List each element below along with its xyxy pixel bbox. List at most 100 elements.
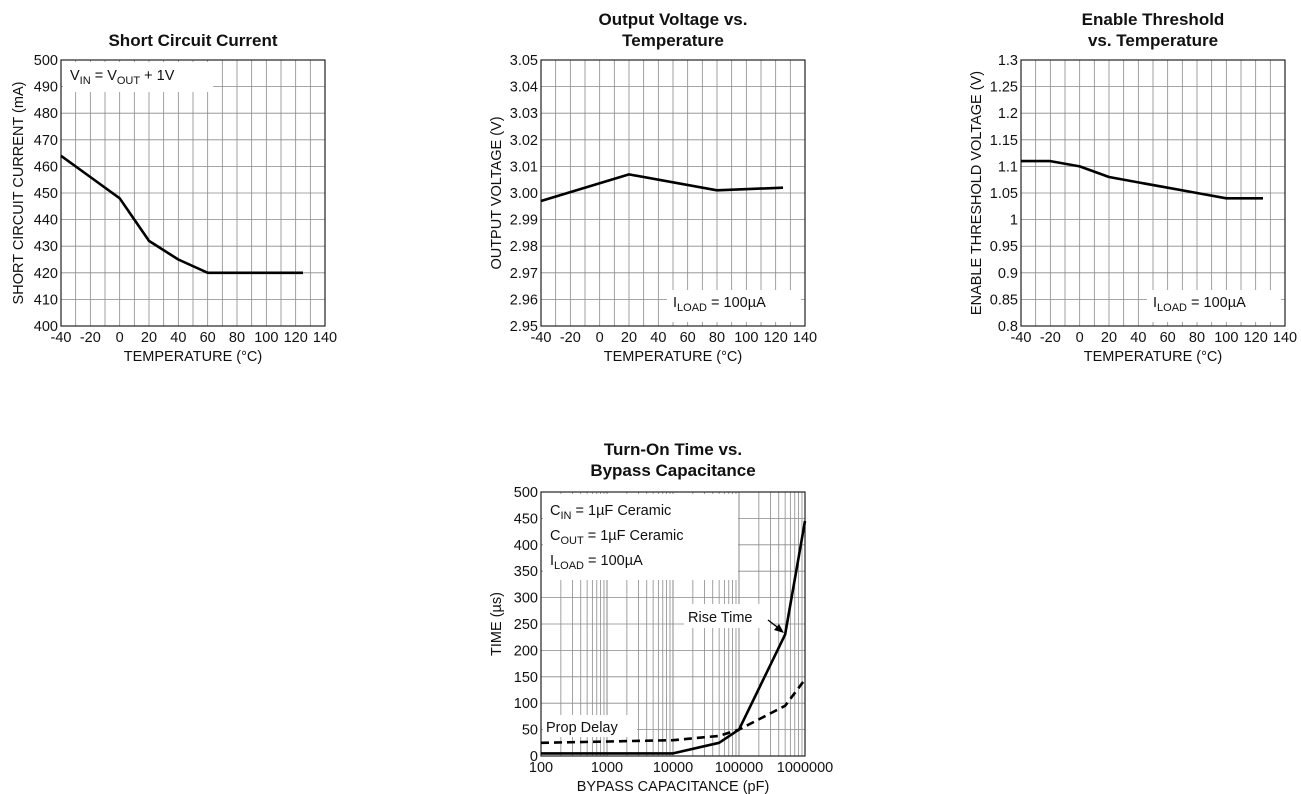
- text-part: I: [1153, 295, 1157, 311]
- chart-title: Output Voltage vs.: [599, 10, 748, 29]
- text-part: = 1µF Ceramic: [571, 503, 671, 519]
- y-tick-label: 430: [34, 239, 58, 255]
- x-tick-label: 120: [1244, 330, 1268, 346]
- y-tick-label: 300: [514, 591, 538, 607]
- subscript: OUT: [560, 535, 584, 547]
- x-tick-label: 100: [734, 330, 758, 346]
- annotation-box: [1147, 290, 1281, 322]
- annotation-box: [667, 290, 801, 322]
- text-part: = 100µA: [707, 295, 766, 311]
- subscript: IN: [80, 75, 91, 87]
- annotation: ILOAD = 100µA: [673, 295, 766, 314]
- y-tick-label: 0: [530, 749, 538, 765]
- x-tick-label: 100000: [715, 760, 763, 776]
- y-tick-label: 410: [34, 292, 58, 308]
- x-axis-label: TEMPERATURE (°C): [604, 349, 742, 365]
- x-tick-label: -40: [531, 330, 552, 346]
- annotation-box: [63, 62, 213, 92]
- y-tick-label: 490: [34, 80, 58, 96]
- text-part: = V: [91, 68, 118, 84]
- x-axis-label: TEMPERATURE (°C): [1084, 349, 1222, 365]
- x-tick-label: 80: [1189, 330, 1205, 346]
- annotation-box: [543, 494, 738, 580]
- y-tick-label: 2.96: [510, 292, 538, 308]
- text-part: V: [70, 68, 80, 84]
- x-tick-label: 120: [284, 330, 308, 346]
- annotation: ILOAD = 100µA: [1153, 295, 1246, 314]
- x-tick-label: 0: [116, 330, 124, 346]
- y-tick-label: 350: [514, 564, 538, 580]
- y-tick-label: 1.2: [998, 106, 1018, 122]
- y-tick-label: 3.04: [510, 80, 538, 96]
- x-tick-label: 20: [141, 330, 157, 346]
- y-tick-label: 0.95: [990, 239, 1018, 255]
- arrow-head-icon: [774, 624, 784, 633]
- y-axis-label: ENABLE THRESHOLD VOLTAGE (V): [969, 71, 985, 315]
- x-tick-label: -20: [1040, 330, 1061, 346]
- x-tick-label: 60: [680, 330, 696, 346]
- annotation: COUT = 1µF Ceramic: [550, 528, 684, 547]
- x-tick-label: 140: [313, 330, 337, 346]
- y-tick-label: 3.02: [510, 133, 538, 149]
- subscript: IN: [560, 510, 571, 522]
- x-tick-label: 80: [709, 330, 725, 346]
- y-tick-label: 2.95: [510, 319, 538, 335]
- y-tick-label: 250: [514, 617, 538, 633]
- x-tick-label: 140: [793, 330, 817, 346]
- y-axis-label: OUTPUT VOLTAGE (V): [489, 116, 505, 269]
- y-tick-label: 0.9: [998, 266, 1018, 282]
- series-line: [60, 154, 303, 275]
- series-line: [540, 173, 784, 203]
- subscript: LOAD: [677, 302, 707, 314]
- text-part: I: [550, 553, 554, 569]
- x-tick-label: 140: [1273, 330, 1297, 346]
- y-tick-label: 440: [34, 213, 58, 229]
- x-tick-label: 10000: [653, 760, 693, 776]
- y-tick-label: 1.05: [990, 186, 1018, 202]
- text-part: = 100µA: [1187, 295, 1246, 311]
- y-tick-label: 50: [522, 723, 538, 739]
- x-tick-label: -20: [80, 330, 101, 346]
- series-line: [540, 678, 807, 745]
- y-tick-label: 1.15: [990, 133, 1018, 149]
- plot-frame: [540, 59, 806, 327]
- subscript: LOAD: [1157, 302, 1187, 314]
- y-tick-label: 470: [34, 133, 58, 149]
- text-part: = 1µF Ceramic: [584, 528, 684, 544]
- y-tick-label: 3.00: [510, 186, 538, 202]
- text-part: C: [550, 528, 560, 544]
- y-tick-label: 3.03: [510, 106, 538, 122]
- annotation: VIN = VOUT + 1V: [70, 68, 175, 87]
- plot-frame: [540, 491, 806, 757]
- chart-title: Enable Threshold: [1082, 10, 1225, 29]
- x-axis-label: BYPASS CAPACITANCE (pF): [577, 779, 770, 794]
- x-axis-label: TEMPERATURE (°C): [124, 349, 262, 365]
- plot-frame: [1020, 59, 1286, 327]
- x-tick-label: 0: [1076, 330, 1084, 346]
- text-part: I: [673, 295, 677, 311]
- x-tick-label: 100: [1214, 330, 1238, 346]
- y-tick-label: 2.98: [510, 239, 538, 255]
- label-box: [684, 604, 770, 628]
- text-part: C: [550, 503, 560, 519]
- label-box: [543, 715, 637, 737]
- x-tick-label: 60: [1160, 330, 1176, 346]
- annotation: ILOAD = 100µA: [550, 553, 643, 572]
- chart-1: Short Circuit Current4004104204304404504…: [11, 31, 337, 365]
- y-axis-label: TIME (µs): [489, 592, 505, 656]
- y-tick-label: 3.05: [510, 53, 538, 69]
- y-tick-label: 1.25: [990, 80, 1018, 96]
- x-tick-label: 40: [650, 330, 666, 346]
- chart-3: Enable Threshold vs. Temperature 0.8 0.85 0.…: [969, 10, 1297, 365]
- x-tick-label: 40: [1130, 330, 1146, 346]
- y-tick-label: 450: [34, 186, 58, 202]
- text-part: + 1V: [140, 68, 175, 84]
- x-tick-label: 80: [229, 330, 245, 346]
- series-label: Rise Time: [688, 610, 752, 626]
- x-tick-label: -40: [51, 330, 72, 346]
- chart-title: Bypass Capacitance: [590, 461, 755, 480]
- series-line: [541, 520, 807, 755]
- y-tick-label: 1: [1010, 213, 1018, 229]
- y-tick-label: 200: [514, 643, 538, 659]
- x-tick-label: 0: [596, 330, 604, 346]
